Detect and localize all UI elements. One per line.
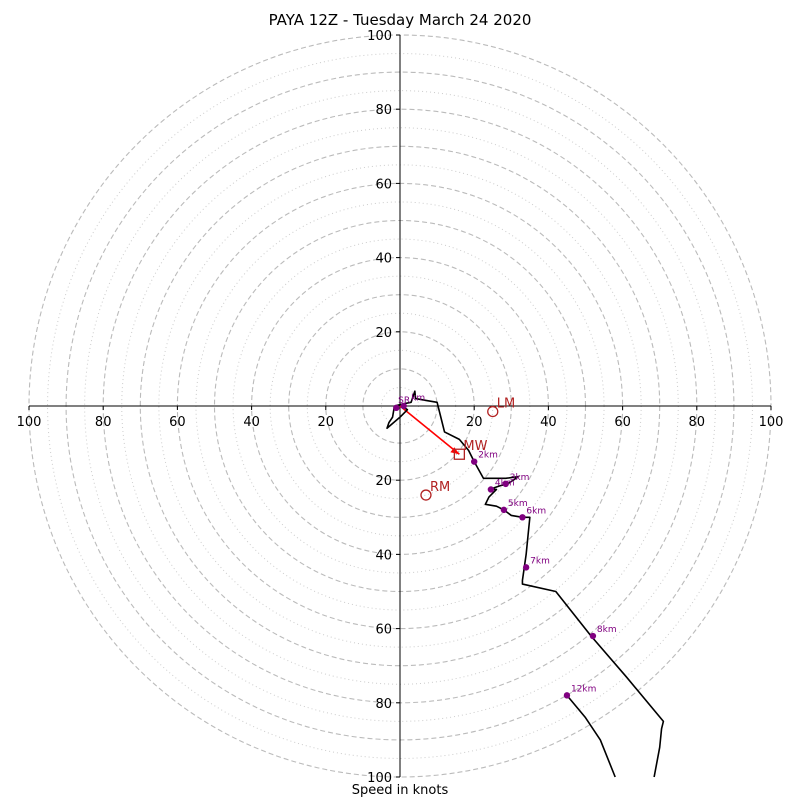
- hodograph-trace-layer: [386, 390, 665, 778]
- x-tick-label: 40: [540, 415, 557, 430]
- storm-motion-layer: LM MW RM: [420, 397, 515, 501]
- height-marker: [519, 514, 526, 521]
- y-tick-label: 20: [375, 474, 392, 489]
- y-tick-label: 60: [375, 177, 392, 192]
- height-marker: [393, 404, 400, 412]
- chart-title: PAYA 12Z - Tuesday March 24 2020: [268, 11, 532, 29]
- x-tick-label: 100: [17, 415, 42, 430]
- storm-motion-label-rm: RM: [430, 480, 450, 495]
- height-marker-label: 4km: [495, 478, 515, 488]
- height-marker: [522, 564, 530, 571]
- y-tick-label: 80: [375, 103, 392, 118]
- x-tick-label: 80: [95, 415, 112, 430]
- height-marker-label: 6km: [526, 506, 546, 516]
- y-tick-label: 100: [367, 771, 392, 786]
- height-marker-label: 3km: [510, 473, 530, 483]
- y-tick-label: 80: [375, 697, 392, 712]
- height-marker: [563, 692, 571, 699]
- height-marker-label: 8km: [597, 625, 617, 635]
- x-tick-label: 40: [243, 415, 260, 430]
- height-marker: [471, 458, 478, 465]
- x-tick-label: 60: [614, 415, 631, 430]
- origin-label-sr: SR: [398, 396, 410, 406]
- height-marker-label: 12km: [571, 684, 596, 694]
- height-marker-label: 7km: [530, 556, 550, 566]
- height-marker: [500, 506, 508, 514]
- storm-motion-label-lm: LM: [497, 397, 515, 412]
- y-tick-label: 40: [375, 252, 392, 267]
- storm-motion-marker-mw: [453, 448, 466, 460]
- y-tick-label: 20: [375, 326, 392, 341]
- hodograph-trace-upper: [566, 694, 616, 778]
- y-tick-label: 40: [375, 548, 392, 563]
- height-marker: [502, 480, 509, 488]
- x-tick-label: 60: [169, 415, 186, 430]
- height-marker: [589, 632, 597, 640]
- x-tick-label: 80: [689, 415, 706, 430]
- axis-ticks: 100 80 60 40 20 20 40 60 80 100 20 40 60 80 100 20 40 60 8…: [17, 29, 784, 786]
- shear-vector-line: [399, 405, 460, 455]
- hodograph-trace-low: [386, 405, 409, 430]
- y-tick-label: 60: [375, 623, 392, 638]
- y-tick-label: 100: [367, 29, 392, 44]
- height-marker-label: 5km: [508, 499, 528, 509]
- height-marker: [487, 486, 495, 493]
- origin-label-km: km: [411, 393, 425, 403]
- x-axis-label: Speed in knots: [351, 783, 449, 798]
- height-marker-label: 2km: [478, 451, 498, 461]
- x-tick-label: 20: [318, 415, 335, 430]
- x-tick-label: 100: [759, 415, 784, 430]
- x-tick-label: 20: [466, 415, 483, 430]
- storm-motion-label-mw: MW: [463, 439, 487, 454]
- height-marker: [400, 402, 407, 410]
- storm-motion-marker-rm: [420, 489, 432, 501]
- storm-motion-marker-lm: [487, 405, 499, 418]
